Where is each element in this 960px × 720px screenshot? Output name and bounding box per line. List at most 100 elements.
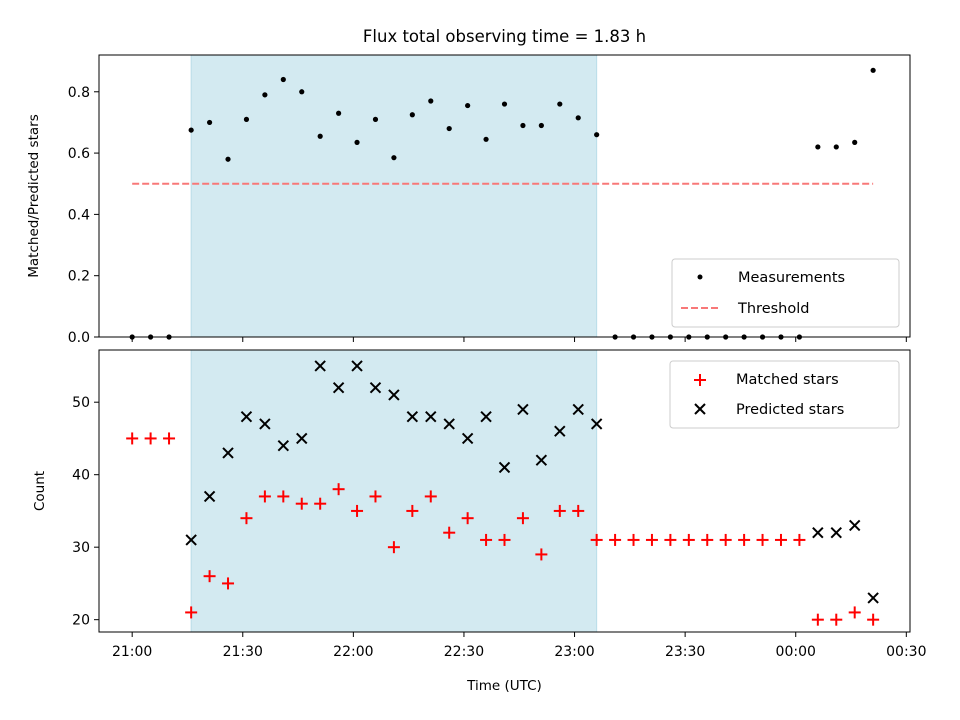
xtick-label: 00:30 <box>886 644 926 660</box>
predicted-star-point <box>498 461 511 474</box>
predicted-star-point <box>203 490 216 503</box>
predicted-star-point <box>314 360 326 372</box>
measurement-point <box>317 133 323 139</box>
x-axis-label: Time (UTC) <box>466 678 542 694</box>
matched-star-point <box>406 504 419 517</box>
matched-star-point <box>163 432 176 445</box>
predicted-star-point <box>388 389 400 401</box>
predicted-star-point <box>848 519 861 532</box>
predicted-star-point <box>277 439 290 452</box>
matched-star-point <box>572 504 585 517</box>
measurement-point <box>538 122 544 129</box>
top-ytick-label: 0.0 <box>68 330 90 346</box>
predicted-star-point <box>369 381 382 394</box>
legend-measurements-label: Measurements <box>738 270 845 286</box>
top-legend: Measurements Threshold <box>671 258 900 328</box>
measurement-point <box>870 67 876 73</box>
predicted-star-point <box>443 418 455 430</box>
bottom-ytick-label: 50 <box>72 395 90 411</box>
top-ytick-label: 0.6 <box>68 146 90 162</box>
measurement-point <box>557 101 563 107</box>
predicted-star-point <box>259 418 271 430</box>
matched-star-point <box>701 533 714 546</box>
measurement-point <box>280 76 286 83</box>
xtick-label: 21:30 <box>223 644 263 660</box>
measurement-point <box>391 155 397 161</box>
bottom-ytick-label: 20 <box>72 613 90 629</box>
top-y-axis-label: Matched/Predicted stars <box>26 114 42 277</box>
predicted-star-point <box>185 534 197 546</box>
predicted-star-point <box>812 526 824 539</box>
predicted-star-point <box>425 410 437 423</box>
xtick-label: 23:00 <box>554 644 594 660</box>
measurement-point <box>409 112 415 118</box>
xtick-label: 22:30 <box>444 644 484 660</box>
measurement-point <box>354 139 360 145</box>
matched-star-point <box>222 577 235 590</box>
measurement-point <box>336 110 342 116</box>
matched-star-point <box>719 533 732 546</box>
matched-star-point <box>498 533 511 546</box>
predicted-star-point <box>867 592 879 604</box>
measurement-point <box>225 156 231 162</box>
measurement-point <box>465 102 471 109</box>
top-observing-span <box>190 54 598 338</box>
bottom-y-axis-label: Count <box>32 471 48 511</box>
measurement-point <box>428 98 434 104</box>
matched-star-point <box>295 497 308 510</box>
top-panel: 0.0 0.2 0.4 0.6 0.8 Flux total observing tim… <box>26 27 911 346</box>
top-ytick-label: 0.4 <box>68 207 90 223</box>
predicted-star-point <box>517 403 529 416</box>
measurement-point <box>483 136 489 142</box>
measurement-point <box>594 132 600 138</box>
predicted-star-point <box>332 381 345 394</box>
matched-star-point <box>480 533 493 546</box>
measurement-point <box>833 144 839 150</box>
matched-star-point <box>369 490 382 503</box>
measurement-point <box>206 119 213 126</box>
top-legend-box <box>671 258 900 328</box>
bottom-plot-frame <box>98 349 911 633</box>
measurement-point <box>299 89 305 95</box>
matched-star-point <box>756 533 769 546</box>
matched-star-point <box>738 533 751 546</box>
measurement-point <box>575 115 581 121</box>
matched-star-point <box>461 512 474 525</box>
matched-star-point <box>203 570 216 583</box>
matched-star-point <box>664 533 677 546</box>
matched-star-point <box>332 483 345 496</box>
predicted-star-point <box>554 425 566 437</box>
bottom-legend-box <box>669 360 900 429</box>
measurement-point <box>446 125 452 132</box>
predicted-star-point <box>590 418 603 430</box>
measurement-point <box>243 116 250 122</box>
predicted-star-point <box>240 410 253 423</box>
measurement-point <box>501 101 508 107</box>
matched-star-point <box>126 432 139 445</box>
matched-star-point <box>627 533 640 546</box>
matched-star-point <box>314 497 327 510</box>
matched-star-point <box>535 548 548 561</box>
bottom-ytick-label: 40 <box>72 468 90 484</box>
matched-star-point <box>258 490 271 503</box>
bottom-legend: Matched stars Predicted stars <box>669 360 900 429</box>
predicted-star-point <box>480 410 492 423</box>
matched-star-point <box>682 533 695 546</box>
measurement-point <box>188 127 194 133</box>
legend-matched-marker <box>694 374 706 386</box>
predicted-star-point <box>296 432 308 445</box>
xtick-label: 22:00 <box>333 644 373 660</box>
matched-star-point <box>240 512 253 525</box>
matched-star-point <box>553 504 566 517</box>
matched-star-point <box>277 490 290 503</box>
matched-star-point <box>867 613 880 626</box>
matched-star-point <box>443 526 456 539</box>
predicted-star-point <box>572 403 584 416</box>
measurement-point <box>852 139 858 145</box>
matched-star-point <box>144 432 157 445</box>
legend-matched-label: Matched stars <box>736 372 839 388</box>
top-ytick-label: 0.2 <box>68 269 90 285</box>
predicted-star-point <box>830 526 842 539</box>
xtick-label: 00:00 <box>776 644 816 660</box>
